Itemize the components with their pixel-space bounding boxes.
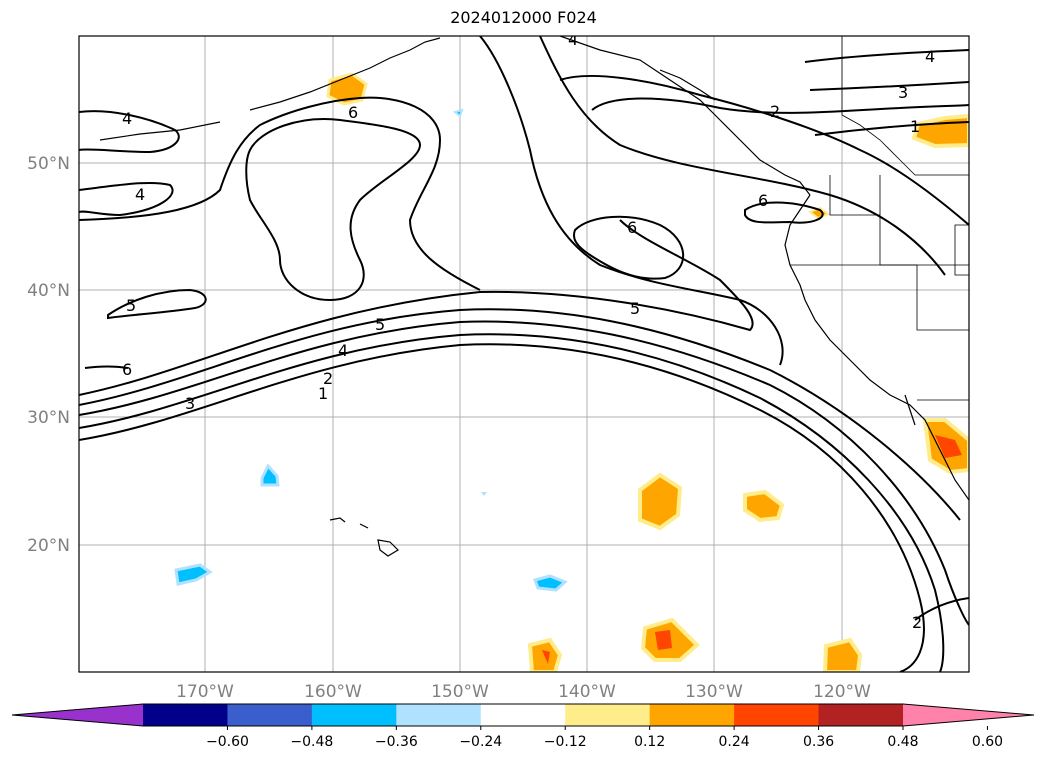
contour-label: 5 — [375, 315, 385, 334]
contour-label: 3 — [185, 394, 195, 413]
contour-label: 2 — [323, 369, 333, 388]
colorbar-tick-label: 0.48 — [887, 734, 918, 750]
contour-label: 6 — [758, 191, 768, 210]
contour-label: 6 — [348, 103, 358, 122]
contour-label-group: 4 4 6 5 6 2 3 1 4 6 6 5 5 4 3 2 1 4 2 — [122, 30, 935, 632]
contour-label: 4 — [925, 47, 935, 66]
contour-label: 3 — [898, 83, 908, 102]
contour-label: 2 — [770, 102, 780, 121]
contour-label: 1 — [318, 384, 328, 403]
contour-label: 2 — [912, 613, 922, 632]
colorbar-segment — [649, 704, 735, 726]
longitude-labels: 170°W 160°W 150°W 140°W 130°W 120°W — [176, 682, 871, 702]
colorbar-segment — [227, 704, 313, 726]
contour-label: 4 — [135, 185, 145, 204]
colorbar-tick-label: −0.60 — [206, 734, 249, 750]
colorbar-tick-label: −0.24 — [459, 734, 502, 750]
colorbar-extend-max — [903, 704, 1034, 726]
contour-label: 5 — [126, 296, 136, 315]
colorbar-segment — [565, 704, 651, 726]
coastlines — [99, 36, 969, 557]
lat-label: 50°N — [27, 154, 70, 174]
lon-label: 140°W — [558, 682, 616, 702]
lon-label: 120°W — [813, 682, 871, 702]
colorbar-segment — [396, 704, 482, 726]
colorbar-segment — [311, 704, 397, 726]
lat-label: 30°N — [27, 408, 70, 428]
contour-lines — [79, 36, 969, 672]
colorbar-segment — [143, 704, 228, 726]
lon-label: 160°W — [304, 682, 362, 702]
negative-anomaly-areas — [174, 108, 568, 592]
borders — [790, 36, 969, 401]
lat-label: 20°N — [27, 536, 70, 556]
latitude-labels: 50°N 40°N 30°N 20°N — [27, 154, 70, 556]
colorbar-tick-label: 0.36 — [803, 734, 834, 750]
contour-label: 1 — [910, 117, 920, 136]
colorbar-segment — [480, 704, 566, 726]
map-title: 2024012000 F024 — [450, 8, 597, 27]
contour-label: 4 — [338, 341, 348, 360]
colorbar-tick-label: 0.60 — [972, 734, 1003, 750]
plot-area — [79, 36, 969, 672]
colorbar-segment — [818, 704, 904, 726]
colorbar-tick-label: −0.12 — [544, 734, 587, 750]
contour-label: 6 — [122, 360, 132, 379]
colorbar-extend-min — [12, 704, 143, 726]
colorbar: −0.60 −0.48 −0.36 −0.24 −0.12 0.12 0.24 0.36 0.4… — [11, 703, 1035, 750]
colorbar-tick-label: 0.12 — [634, 734, 665, 750]
colorbar-segment — [734, 704, 820, 726]
contour-label: 4 — [122, 109, 132, 128]
lat-label: 40°N — [27, 281, 70, 301]
lon-label: 130°W — [685, 682, 743, 702]
lon-label: 150°W — [431, 682, 489, 702]
plot-frame — [78, 35, 970, 673]
contour-label: 6 — [627, 218, 637, 237]
lon-label: 170°W — [176, 682, 234, 702]
contour-label: 4 — [568, 30, 578, 49]
colorbar-tick-label: 0.24 — [719, 734, 750, 750]
colorbar-tick-label: −0.48 — [290, 734, 333, 750]
colorbar-outline — [11, 703, 1035, 727]
contour-label: 5 — [630, 299, 640, 318]
colorbar-tick-label: −0.36 — [375, 734, 418, 750]
